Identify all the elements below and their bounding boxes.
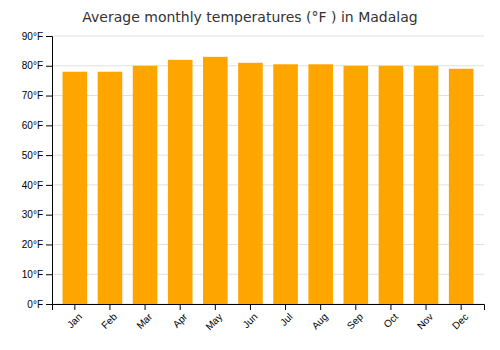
- tick-label: Jan: [65, 311, 84, 330]
- tick-mark: [145, 304, 146, 310]
- bar: [63, 72, 88, 304]
- bar: [344, 66, 369, 304]
- tick-mark: [320, 304, 321, 310]
- tick-mark: [46, 215, 52, 216]
- tick-label: Apr: [171, 311, 190, 330]
- tick-label: 70°F: [22, 90, 43, 101]
- chart: 0°F 10°F 20°F 30°F 40°F 50°F 60°F 70°F 80°F 90°F J…: [0, 0, 500, 350]
- tick-label: Nov: [415, 311, 435, 331]
- bar: [308, 64, 333, 304]
- tick: 10°F: [22, 269, 52, 280]
- bar: [449, 69, 474, 304]
- bar: [379, 66, 404, 304]
- tick-label: 40°F: [22, 180, 43, 191]
- tick-label: May: [203, 311, 224, 332]
- tick: Oct: [381, 304, 400, 330]
- tick-label: 50°F: [22, 150, 43, 161]
- bar: [203, 57, 228, 304]
- bar: [273, 64, 298, 304]
- y-axis: 0°F 10°F 20°F 30°F 40°F 50°F 60°F 70°F 80°F 90°F: [22, 31, 53, 310]
- bar: [133, 66, 158, 304]
- tick: May: [203, 304, 224, 332]
- tick-label: Mar: [134, 311, 154, 331]
- tick-mark: [46, 185, 52, 186]
- tick: Nov: [415, 304, 435, 331]
- tick-mark: [46, 66, 52, 67]
- tick-mark: [285, 304, 286, 310]
- bar: [168, 60, 193, 304]
- tick-mark: [180, 304, 181, 310]
- tick-mark: [390, 304, 391, 310]
- tick-label: 20°F: [22, 239, 43, 250]
- tick-label: Jul: [278, 311, 295, 328]
- tick-label: 10°F: [22, 269, 43, 280]
- tick: 50°F: [22, 150, 52, 161]
- bar: [238, 63, 263, 304]
- tick-label: 90°F: [22, 31, 43, 42]
- bar: [98, 72, 123, 304]
- tick-mark: [250, 304, 251, 310]
- tick: Mar: [134, 304, 154, 331]
- tick: Sep: [345, 304, 366, 331]
- plot: 0°F 10°F 20°F 30°F 40°F 50°F 60°F 70°F 80°F 90°F J…: [22, 31, 485, 333]
- tick: Feb: [99, 304, 119, 331]
- grid: [52, 36, 484, 304]
- tick-mark: [46, 36, 52, 37]
- tick: Jan: [65, 304, 84, 330]
- tick: 20°F: [22, 239, 52, 250]
- grid-line: [52, 36, 484, 37]
- tick-label: 0°F: [27, 299, 43, 310]
- tick: 90°F: [22, 31, 52, 42]
- tick: Jun: [240, 304, 259, 330]
- tick: 30°F: [22, 209, 52, 220]
- tick: Apr: [171, 304, 190, 330]
- tick: 80°F: [22, 60, 52, 71]
- tick: 40°F: [22, 180, 52, 191]
- tick: 60°F: [22, 120, 52, 131]
- tick-mark: [46, 96, 52, 97]
- tick: Dec: [450, 304, 470, 331]
- title: Average monthly temperatures (°F ) in Ma…: [82, 9, 417, 25]
- tick: Aug: [310, 304, 330, 331]
- tick-mark: [215, 304, 216, 310]
- tick: 70°F: [22, 90, 52, 101]
- tick-mark: [355, 304, 356, 310]
- tick-label: Dec: [450, 311, 470, 331]
- tick-mark: [46, 274, 52, 275]
- tick-mark: [74, 304, 75, 310]
- tick-mark: [46, 125, 52, 126]
- x-axis: Jan Feb Mar Apr May Jun Jul Aug Sep Oct Nov Dec: [53, 304, 485, 332]
- tick-mark: [46, 244, 52, 245]
- bars: [63, 57, 474, 304]
- tick-label: 30°F: [22, 209, 43, 220]
- tick-label: 80°F: [22, 60, 43, 71]
- tick-label: Aug: [310, 311, 330, 331]
- tick-label: Sep: [345, 311, 366, 332]
- tick-label: 60°F: [22, 120, 43, 131]
- tick-mark: [46, 155, 52, 156]
- tick-label: Jun: [240, 311, 259, 330]
- tick-label: Oct: [381, 311, 400, 330]
- tick: Jul: [278, 304, 295, 328]
- axis-line: [53, 305, 485, 311]
- tick-mark: [109, 304, 110, 310]
- tick-mark: [461, 304, 462, 310]
- tick: 0°F: [27, 299, 52, 310]
- tick-label: Feb: [99, 311, 119, 331]
- bar: [414, 66, 439, 304]
- tick-mark: [426, 304, 427, 310]
- tick-mark: [46, 304, 52, 305]
- axis-line: [46, 37, 53, 305]
